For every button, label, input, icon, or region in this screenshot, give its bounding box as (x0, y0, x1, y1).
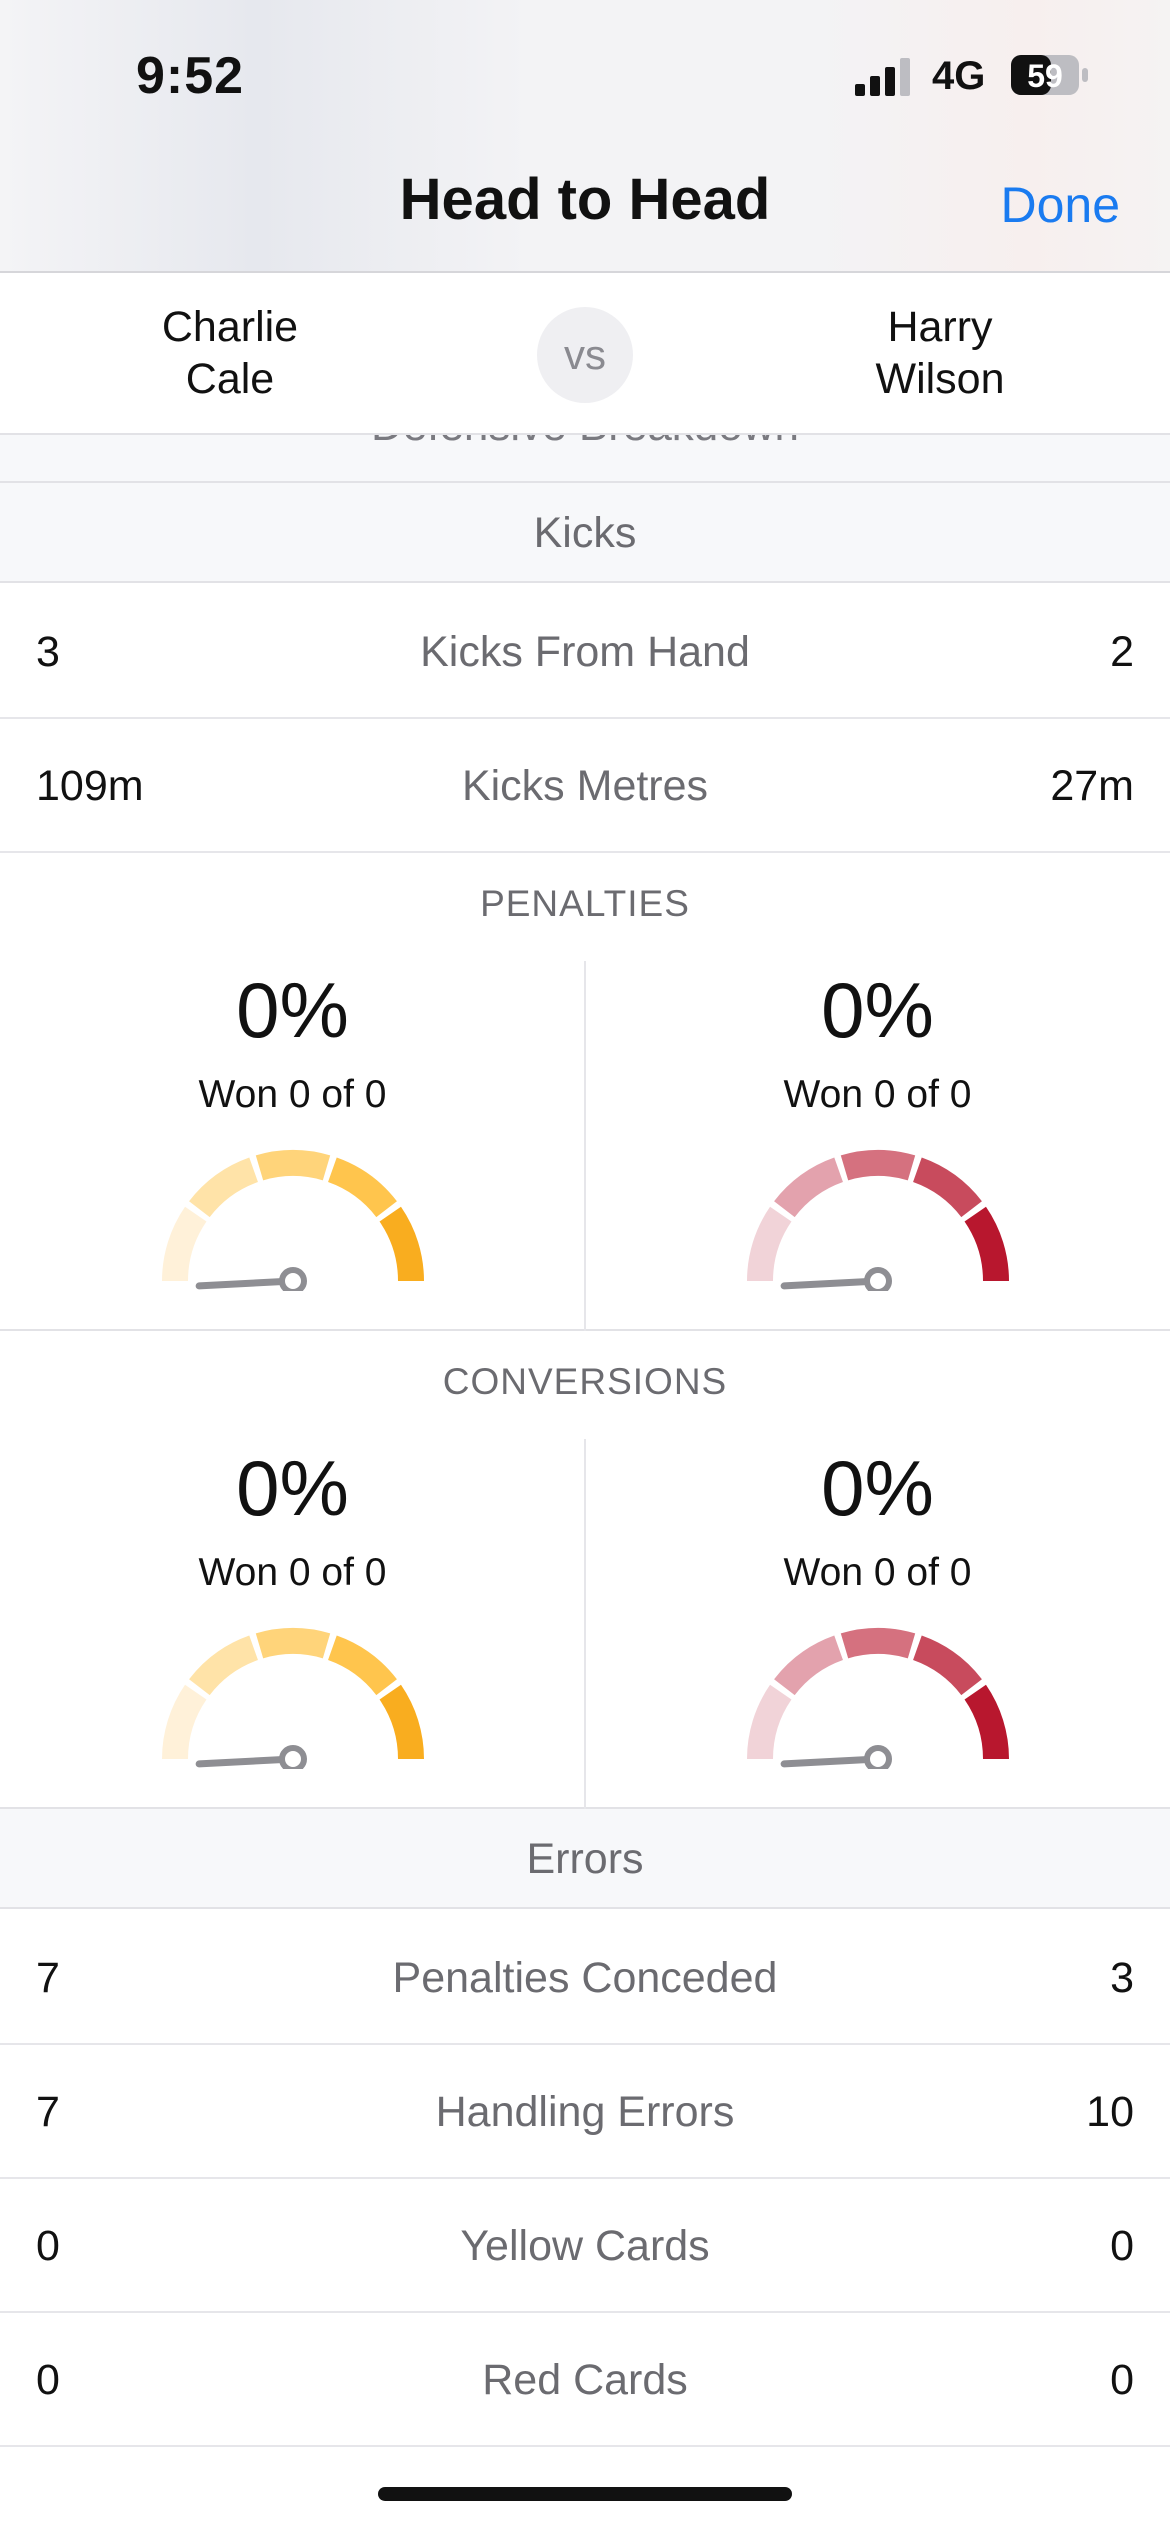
gauge-conversions-left: 0% Won 0 of 0 (0, 1439, 585, 1809)
battery-level: 59 (1027, 58, 1063, 94)
player-right-name: Harry Wilson (875, 303, 1005, 403)
stat-row-handling-errors: 7 Handling Errors 10 (0, 2045, 1170, 2179)
players-header: Charlie Cale vs Harry Wilson (0, 273, 1170, 435)
gauge-segment (379, 1684, 424, 1760)
gauge-segment (912, 1157, 982, 1218)
gauge-segment (964, 1684, 1009, 1760)
divider (584, 961, 586, 1331)
gauge-segment (774, 1635, 844, 1696)
stat-label: Handling Errors (435, 2088, 735, 2136)
stat-right-value: 0 (1110, 2222, 1134, 2270)
gauge-dial-icon (162, 1628, 424, 1769)
conversions-gauges: CONVERSIONS 0% Won 0 of 0 0% Won 0 of 0 (0, 1331, 1170, 1809)
stat-label: Penalties Conceded (392, 1954, 778, 2002)
gauge-segment (840, 1150, 916, 1181)
conversions-title: CONVERSIONS (442, 1361, 728, 1402)
gauge-penalties-right: 0% Won 0 of 0 (585, 961, 1170, 1331)
cellular-signal-icon (855, 58, 910, 96)
gauge-needle (195, 1277, 297, 1290)
status-time: 9:52 (136, 47, 245, 105)
gauge-hub (279, 1745, 307, 1769)
gauge-percent: 0% (821, 1444, 934, 1532)
gauge-segment (840, 1628, 916, 1659)
gauge-segment (255, 1628, 331, 1659)
gauge-segment (162, 1206, 207, 1282)
gauge-dial-icon (747, 1150, 1009, 1291)
gauge-segment (912, 1635, 982, 1696)
gauge-segment (162, 1684, 207, 1760)
gauge-percent: 0% (821, 966, 934, 1054)
stat-right-value: 3 (1110, 1954, 1134, 2002)
gauge-segment (255, 1150, 331, 1181)
gauge-needle (780, 1755, 882, 1768)
partial-section-header: Defensive Breakdown (0, 435, 1170, 483)
gauge-dial-icon (162, 1150, 424, 1291)
stat-left-value: 7 (36, 1954, 60, 2002)
page-title: Head to Head (399, 167, 771, 232)
gauge-hub (279, 1267, 307, 1291)
gauge-penalties-left: 0% Won 0 of 0 (0, 961, 585, 1331)
stat-right-value: 0 (1110, 2356, 1134, 2404)
stat-left-value: 0 (36, 2356, 60, 2404)
stat-left-value: 109m (36, 762, 144, 810)
gauge-segment (379, 1206, 424, 1282)
network-type: 4G (932, 54, 986, 98)
penalties-title: PENALTIES (480, 883, 690, 924)
gauge-percent: 0% (236, 1444, 349, 1532)
stat-label: Kicks From Hand (420, 628, 750, 676)
section-kicks: Kicks (0, 483, 1170, 583)
gauge-segment (964, 1206, 1009, 1282)
stat-right-value: 27m (1050, 762, 1134, 810)
gauge-segment (774, 1157, 844, 1218)
stat-row-yellow-cards: 0 Yellow Cards 0 (0, 2179, 1170, 2313)
battery-icon: 59 (1011, 55, 1088, 95)
stat-label: Red Cards (482, 2356, 688, 2404)
gauge-segment (189, 1157, 259, 1218)
player-left-name: Charlie Cale (161, 303, 299, 403)
gauge-hub (864, 1267, 892, 1291)
home-indicator[interactable] (378, 2487, 792, 2501)
gauge-won-text: Won 0 of 0 (783, 1551, 972, 1594)
gauge-won-text: Won 0 of 0 (198, 1551, 387, 1594)
stat-label: Yellow Cards (460, 2222, 710, 2270)
stat-left-value: 7 (36, 2088, 60, 2136)
divider (584, 1439, 586, 1809)
gauge-segment (747, 1684, 792, 1760)
vs-badge: vs (537, 307, 633, 403)
done-button[interactable]: Done (1000, 177, 1120, 233)
gauge-segment (747, 1206, 792, 1282)
stat-right-value: 10 (1086, 2088, 1134, 2136)
stat-row-kicks-metres: 109m Kicks Metres 27m (0, 719, 1170, 853)
partial-section-title: Defensive Breakdown (0, 435, 1170, 451)
section-errors: Errors (0, 1809, 1170, 1909)
stat-left-value: 3 (36, 628, 60, 676)
stat-right-value: 2 (1110, 628, 1134, 676)
gauge-percent: 0% (236, 966, 349, 1054)
stat-label: Kicks Metres (461, 762, 709, 810)
gauge-segment (327, 1635, 397, 1696)
gauge-won-text: Won 0 of 0 (198, 1073, 387, 1116)
gauge-won-text: Won 0 of 0 (783, 1073, 972, 1116)
stat-row-red-cards: 0 Red Cards 0 (0, 2313, 1170, 2447)
stat-row-penalties-conceded: 7 Penalties Conceded 3 (0, 1911, 1170, 2045)
gauge-conversions-right: 0% Won 0 of 0 (585, 1439, 1170, 1809)
gauge-hub (864, 1745, 892, 1769)
gauge-dial-icon (747, 1628, 1009, 1769)
gauge-needle (195, 1755, 297, 1768)
stat-row-kicks-from-hand: 3 Kicks From Hand 2 (0, 585, 1170, 719)
gauge-needle (780, 1277, 882, 1290)
gauge-segment (327, 1157, 397, 1218)
gauge-segment (189, 1635, 259, 1696)
penalties-gauges: PENALTIES 0% Won 0 of 0 0% Won 0 of 0 (0, 853, 1170, 1331)
navigation-header: 9:52 4G 59 Head to Head Done (0, 0, 1170, 273)
stat-left-value: 0 (36, 2222, 60, 2270)
